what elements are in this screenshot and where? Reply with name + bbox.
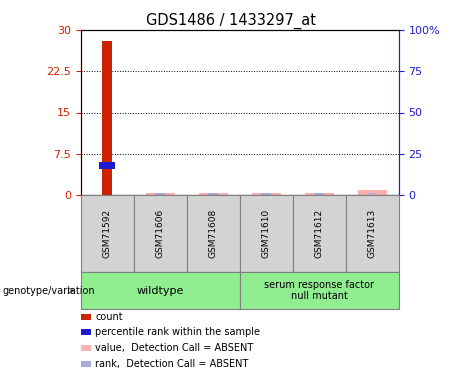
Text: GSM71606: GSM71606	[156, 209, 165, 258]
Text: wildtype: wildtype	[136, 286, 184, 296]
Text: genotype/variation: genotype/variation	[2, 286, 95, 296]
Text: value,  Detection Call = ABSENT: value, Detection Call = ABSENT	[95, 343, 254, 353]
Bar	[155, 193, 165, 195]
Text: GSM71610: GSM71610	[262, 209, 271, 258]
Bar	[252, 193, 281, 195]
Bar	[314, 193, 325, 195]
Text: GSM71592: GSM71592	[103, 209, 112, 258]
Bar	[305, 193, 334, 195]
Text: GDS1486 / 1433297_at: GDS1486 / 1433297_at	[146, 13, 315, 29]
Bar	[367, 193, 378, 194]
Bar	[261, 193, 272, 195]
Text: serum response factor
null mutant: serum response factor null mutant	[264, 280, 374, 302]
Bar	[358, 190, 387, 195]
Text: GSM71612: GSM71612	[315, 209, 324, 258]
Bar	[102, 41, 112, 195]
Bar	[146, 193, 175, 195]
Text: GSM71608: GSM71608	[209, 209, 218, 258]
Text: percentile rank within the sample: percentile rank within the sample	[95, 327, 260, 337]
Text: rank,  Detection Call = ABSENT: rank, Detection Call = ABSENT	[95, 359, 249, 369]
Bar	[99, 162, 115, 169]
Text: GSM71613: GSM71613	[368, 209, 377, 258]
Text: count: count	[95, 312, 123, 321]
Bar	[208, 193, 219, 195]
Bar	[199, 193, 228, 195]
